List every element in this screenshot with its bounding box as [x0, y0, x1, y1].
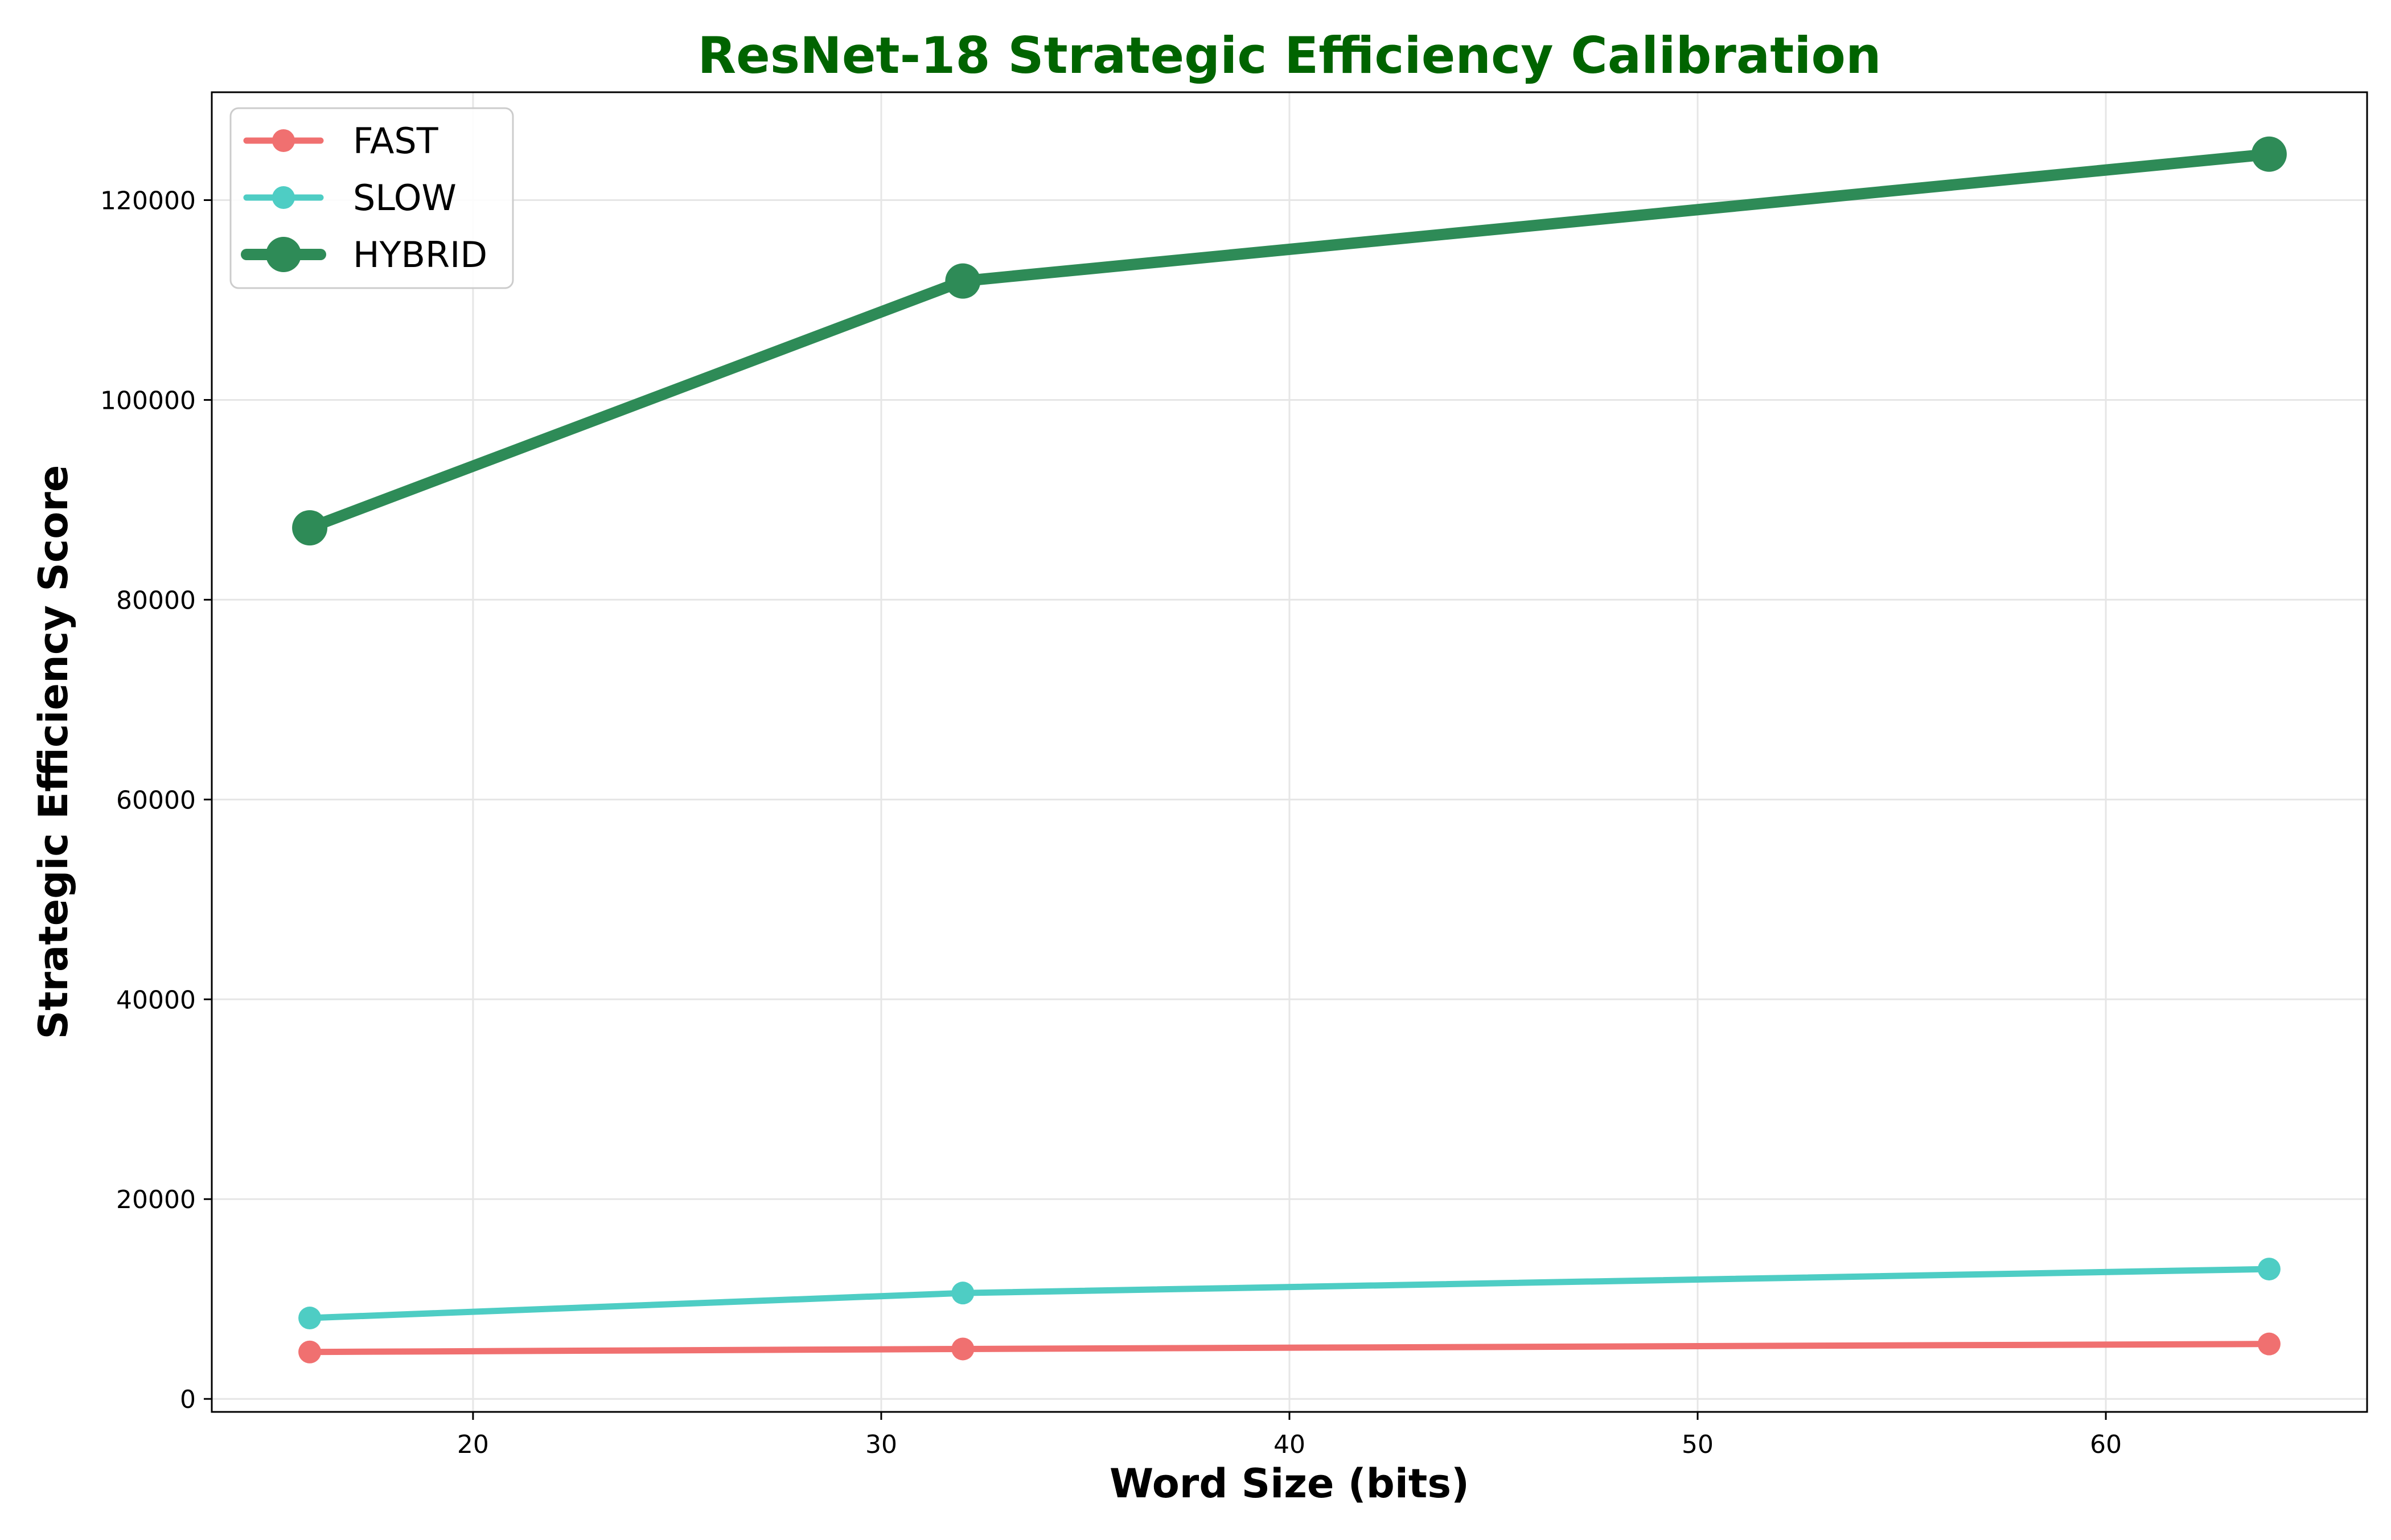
- y-tick-label: 40000: [116, 985, 196, 1015]
- legend-swatch-marker: [272, 129, 295, 152]
- legend-label: SLOW: [353, 177, 457, 219]
- legend-box: [229, 107, 514, 289]
- legend-label: HYBRID: [353, 234, 487, 276]
- x-tick-label: 20: [457, 1430, 489, 1459]
- legend-swatch-marker: [272, 186, 295, 209]
- x-tick-label: 40: [1273, 1430, 1305, 1459]
- series-slow: [298, 1258, 2281, 1330]
- data-point-slow: [298, 1307, 322, 1330]
- y-tick-label: 0: [180, 1385, 196, 1414]
- series-fast: [298, 1332, 2281, 1364]
- data-point-slow: [2257, 1258, 2281, 1281]
- legend-entry-hybrid: HYBRID: [241, 234, 487, 276]
- series-hybrid: [292, 136, 2287, 546]
- x-tick-label: 30: [865, 1430, 897, 1459]
- x-tick-label: 50: [1682, 1430, 1714, 1459]
- data-point-fast: [2257, 1332, 2281, 1356]
- y-tick-label: 80000: [116, 586, 196, 615]
- y-tick-label: 20000: [116, 1185, 196, 1214]
- x-axis-label: Word Size (bits): [1110, 1460, 1469, 1507]
- data-point-slow: [951, 1282, 975, 1305]
- data-point-fast: [298, 1340, 322, 1364]
- y-tick-label: 100000: [100, 386, 196, 415]
- legend: FAST SLOW HYBRID: [229, 107, 514, 289]
- data-point-hybrid: [2251, 136, 2287, 172]
- legend-entry-fast: FAST: [243, 120, 439, 162]
- data-point-hybrid: [945, 263, 981, 299]
- data-point-hybrid: [292, 510, 328, 546]
- y-axis-label: Strategic Efficiency Score: [30, 465, 77, 1040]
- data-point-fast: [951, 1337, 975, 1361]
- legend-entry-slow: SLOW: [243, 177, 457, 219]
- y-tick-label: 120000: [100, 187, 196, 216]
- chart-title: ResNet-18 Strategic Efficiency Calibrati…: [697, 26, 1881, 85]
- x-tick-label: 60: [2090, 1430, 2122, 1459]
- y-tick-label: 60000: [116, 786, 196, 815]
- legend-label: FAST: [353, 120, 439, 162]
- legend-swatch-marker: [266, 237, 301, 272]
